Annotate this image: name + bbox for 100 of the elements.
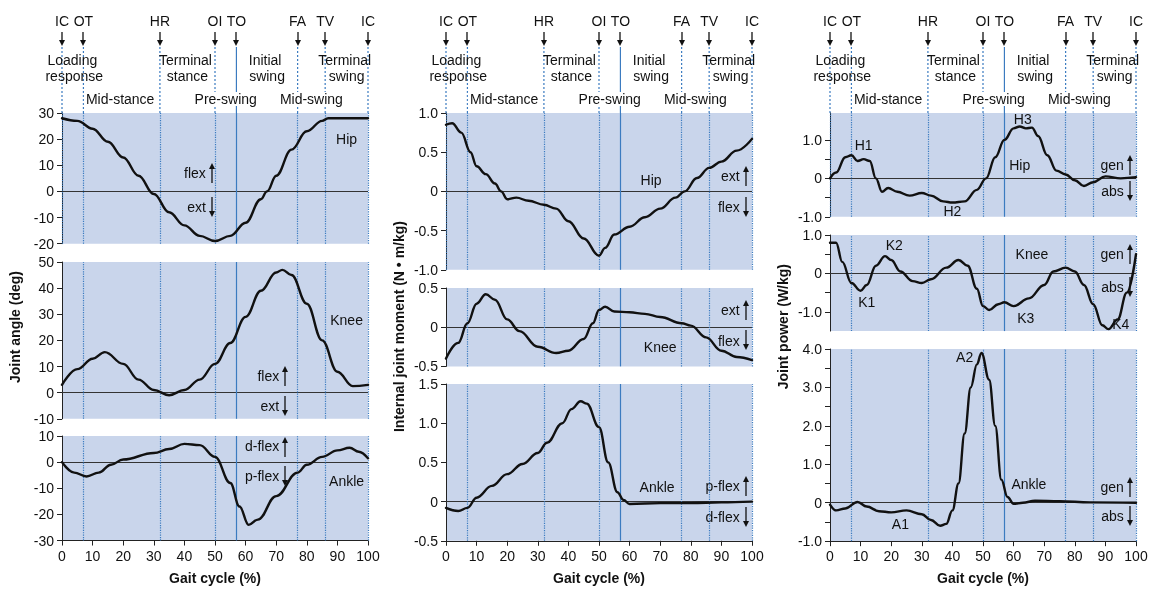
- y-tick-label: 0: [46, 454, 55, 471]
- x-axis-title: Gait cycle (%): [169, 569, 261, 586]
- x-tick-label: 10: [468, 547, 485, 564]
- annotation: flex: [184, 165, 206, 182]
- text: Initial swing: [1016, 52, 1054, 84]
- text: Mid-stance: [469, 91, 539, 107]
- text: Pre-swing: [962, 91, 1025, 107]
- y-tick-label: -1.0: [797, 303, 823, 320]
- annotation: ext: [721, 301, 740, 318]
- ref-line-label: TO: [610, 13, 631, 29]
- y-tick-label: 0: [46, 183, 55, 200]
- ref-line-label: IC: [55, 13, 69, 29]
- x-tick-label: 30: [914, 547, 930, 564]
- ref-line-label: HR: [917, 13, 939, 29]
- y-tick-label: 0.5: [418, 144, 439, 161]
- text: Terminal stance: [927, 52, 984, 84]
- annotation: Knee: [643, 338, 677, 355]
- x-tick-label: 60: [621, 547, 638, 564]
- x-tick-label: 40: [176, 547, 193, 564]
- y-tick-label: 0: [430, 183, 439, 200]
- annotation: K3: [1017, 309, 1035, 326]
- ref-line-label: TO: [994, 13, 1015, 29]
- y-tick-label: 1.0: [418, 105, 439, 121]
- x-tick-label: 60: [1005, 547, 1022, 564]
- ref-line-label: OT: [73, 13, 94, 29]
- ref-line-label: OT: [457, 13, 478, 29]
- annotation: A2: [956, 348, 974, 365]
- annotation: gen: [1100, 479, 1124, 496]
- annotation: Ankle: [1011, 475, 1047, 492]
- annotation: K1: [858, 294, 876, 310]
- annotation: flex: [717, 199, 740, 216]
- text: Terminal stance: [543, 52, 600, 84]
- x-tick-label: 20: [115, 547, 132, 564]
- y-tick-label: 4.0: [802, 340, 823, 357]
- y-tick-label: 3.0: [802, 379, 823, 396]
- ref-line-label: FA: [1057, 13, 1075, 29]
- text: Loading response: [813, 52, 872, 84]
- text: Terminal stance: [159, 52, 216, 84]
- y-axis-title: Joint power (W/kg): [775, 264, 791, 390]
- y-tick-label: -10: [33, 209, 55, 226]
- x-tick-label: 0: [826, 547, 835, 564]
- x-tick-label: 30: [146, 547, 162, 564]
- y-tick-label: 1.0: [802, 131, 823, 148]
- y-tick-label: 1.0: [802, 226, 823, 243]
- text: Mid-swing: [1047, 91, 1111, 107]
- x-tick-label: 30: [530, 547, 546, 564]
- y-tick-label: -0.5: [413, 358, 439, 375]
- y-tick-label: 1.0: [418, 415, 439, 432]
- annotation: H2: [943, 202, 962, 219]
- x-tick-label: 100: [1124, 547, 1148, 564]
- y-tick-label: 0: [814, 494, 823, 511]
- y-axis-title: Joint angle (deg): [7, 271, 23, 383]
- annotation: Knee: [330, 311, 364, 328]
- y-tick-label: 40: [38, 279, 55, 296]
- text: Mid-stance: [853, 91, 923, 107]
- annotation: flex: [717, 332, 740, 349]
- ref-line-label: OI: [591, 13, 607, 29]
- annotation: H3: [1013, 111, 1032, 128]
- x-tick-label: 50: [591, 547, 607, 564]
- annotation: gen: [1100, 245, 1124, 262]
- text: Terminal swing: [702, 52, 759, 84]
- x-tick-label: 100: [356, 547, 380, 564]
- text: Pre-swing: [578, 91, 641, 107]
- y-tick-label: 10: [38, 428, 55, 445]
- y-tick-label: 0: [430, 493, 439, 510]
- y-tick-label: 30: [38, 305, 55, 322]
- y-tick-label: -1.0: [413, 261, 439, 278]
- ref-line-label: HR: [533, 13, 555, 29]
- annotation: p-flex: [245, 468, 280, 485]
- annotation: flex: [257, 368, 280, 385]
- annotation: Ankle: [329, 473, 365, 490]
- annotation: gen: [1100, 156, 1124, 173]
- annotation: Hip: [1009, 156, 1031, 173]
- x-tick-label: 0: [58, 547, 67, 564]
- x-tick-label: 50: [975, 547, 991, 564]
- x-tick-label: 80: [683, 547, 699, 564]
- text: Mid-swing: [663, 91, 727, 107]
- x-tick-label: 90: [713, 547, 730, 564]
- ref-line-label: OI: [975, 13, 991, 29]
- ref-line-label: IC: [823, 13, 837, 29]
- x-tick-label: 20: [883, 547, 900, 564]
- x-tick-label: 70: [1036, 547, 1053, 564]
- x-axis-title: Gait cycle (%): [937, 569, 1029, 586]
- annotation: ext: [187, 199, 206, 216]
- y-tick-label: 1.5: [418, 376, 439, 393]
- annotation: K2: [885, 236, 904, 253]
- annotation: H1: [854, 137, 873, 154]
- y-tick-label: 0: [814, 265, 823, 282]
- annotation: abs: [1101, 278, 1124, 295]
- x-axis-title: Gait cycle (%): [553, 569, 645, 586]
- x-tick-label: 90: [1097, 547, 1114, 564]
- y-tick-label: 10: [38, 358, 55, 375]
- ref-line-label: IC: [439, 13, 453, 29]
- y-tick-label: 0.5: [418, 279, 439, 296]
- text: Terminal swing: [318, 52, 375, 84]
- annotation: Hip: [336, 131, 358, 148]
- y-tick-label: -0.5: [413, 222, 439, 239]
- x-tick-label: 60: [237, 547, 254, 564]
- annotation: abs: [1101, 182, 1124, 199]
- x-tick-label: 80: [299, 547, 315, 564]
